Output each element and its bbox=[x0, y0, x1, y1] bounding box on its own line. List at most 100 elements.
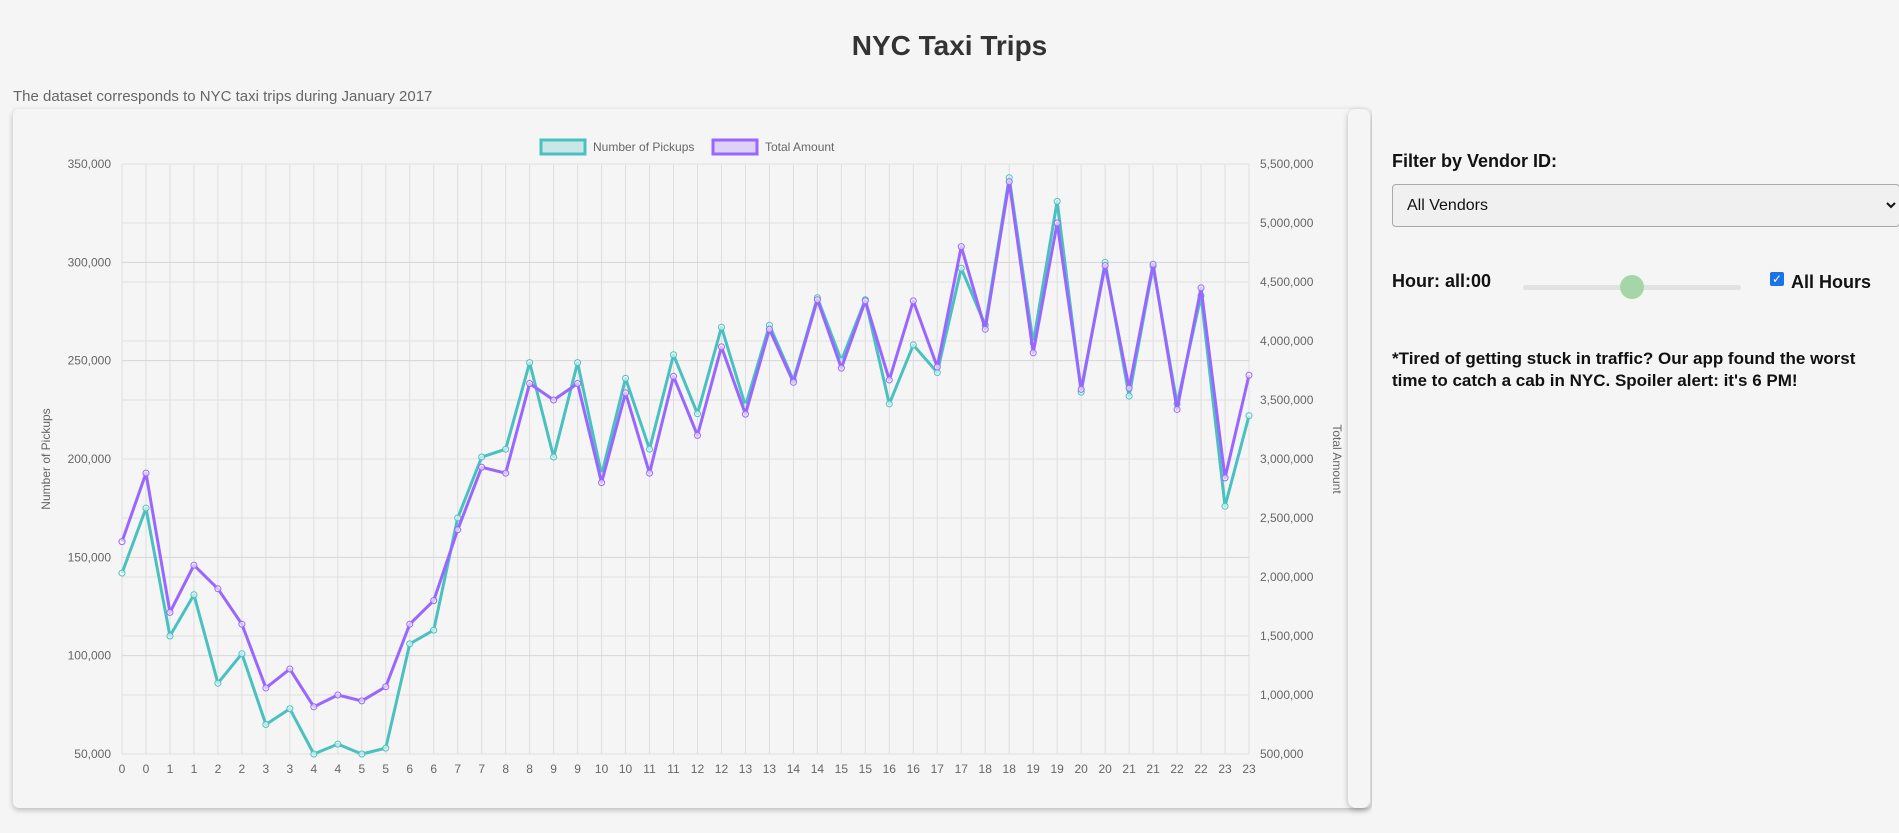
data-point bbox=[885, 400, 893, 408]
x-tick-label: 19 bbox=[1027, 762, 1041, 776]
x-tick-label: 15 bbox=[835, 762, 849, 776]
x-tick-label: 11 bbox=[667, 762, 680, 776]
y2-tick-label: 5,500,000 bbox=[1260, 157, 1314, 171]
traffic-note: *Tired of getting stuck in traffic? Our … bbox=[1392, 349, 1856, 390]
y2-axis-title: Total Amount bbox=[1330, 424, 1344, 494]
data-point bbox=[118, 538, 126, 546]
data-point bbox=[933, 363, 941, 371]
x-tick-label: 12 bbox=[691, 762, 705, 776]
data-point bbox=[262, 721, 270, 728]
data-point bbox=[382, 683, 390, 691]
x-tick-label: 14 bbox=[787, 762, 801, 776]
legend-swatch bbox=[711, 138, 759, 156]
y2-tick-label: 2,500,000 bbox=[1260, 511, 1314, 525]
x-tick-label: 22 bbox=[1170, 762, 1184, 776]
data-point bbox=[1101, 261, 1109, 269]
data-point bbox=[693, 431, 701, 439]
x-tick-label: 6 bbox=[430, 762, 437, 776]
y2-tick-label: 5,000,000 bbox=[1260, 216, 1314, 230]
x-tick-label: 20 bbox=[1074, 762, 1088, 776]
x-tick-label: 15 bbox=[859, 762, 873, 776]
data-point bbox=[1125, 384, 1133, 392]
vendor-filter-label: Filter by Vendor ID: bbox=[1392, 151, 1558, 171]
x-tick-label: 23 bbox=[1218, 762, 1232, 776]
data-point bbox=[454, 514, 462, 522]
data-point bbox=[166, 632, 174, 640]
data-point bbox=[382, 744, 390, 752]
y2-tick-label: 4,500,000 bbox=[1260, 275, 1314, 289]
data-point bbox=[358, 697, 366, 705]
data-point bbox=[574, 379, 582, 387]
y2-tick-label: 1,500,000 bbox=[1260, 629, 1314, 643]
data-point bbox=[1053, 197, 1061, 205]
data-point bbox=[598, 479, 606, 487]
x-tick-label: 13 bbox=[763, 762, 777, 776]
data-point bbox=[406, 620, 414, 628]
x-tick-label: 17 bbox=[931, 762, 945, 776]
data-point bbox=[574, 359, 582, 367]
data-point bbox=[1221, 474, 1229, 482]
vendor-select[interactable]: All Vendors bbox=[1392, 184, 1899, 227]
data-point bbox=[646, 469, 654, 477]
data-point bbox=[526, 359, 534, 367]
hour-slider-thumb[interactable] bbox=[1620, 275, 1644, 299]
data-point bbox=[813, 296, 821, 304]
data-point bbox=[909, 297, 917, 305]
x-tick-label: 19 bbox=[1050, 762, 1064, 776]
x-tick-label: 11 bbox=[643, 762, 656, 776]
y2-tick-label: 3,500,000 bbox=[1260, 393, 1314, 407]
data-point bbox=[190, 561, 198, 569]
data-point bbox=[430, 626, 438, 634]
page-subtitle: The dataset corresponds to NYC taxi trip… bbox=[13, 88, 433, 105]
x-tick-label: 7 bbox=[454, 762, 461, 776]
data-point bbox=[286, 705, 294, 713]
data-point bbox=[622, 374, 630, 382]
all-hours-label: All Hours bbox=[1791, 272, 1872, 292]
data-point bbox=[262, 684, 270, 692]
x-tick-label: 2 bbox=[239, 762, 246, 776]
line-chart: 50,000 100,000 150,000 200,000 250,000 300,00… bbox=[39, 138, 1344, 776]
x-tick-label: 20 bbox=[1098, 762, 1112, 776]
page-title: NYC Taxi Trips bbox=[851, 30, 1048, 61]
y-tick-label: 200,000 bbox=[68, 452, 112, 466]
x-tick-label: 21 bbox=[1122, 762, 1136, 776]
y2-tick-label: 500,000 bbox=[1260, 747, 1304, 761]
y-tick-label: 150,000 bbox=[68, 550, 112, 564]
data-point bbox=[1245, 412, 1253, 420]
y2-tick-label: 2,000,000 bbox=[1260, 570, 1314, 584]
data-point bbox=[1077, 385, 1085, 393]
x-tick-label: 9 bbox=[574, 762, 581, 776]
data-point bbox=[837, 364, 845, 372]
x-tick-label: 0 bbox=[119, 762, 126, 776]
x-tick-label: 13 bbox=[739, 762, 753, 776]
data-point bbox=[286, 665, 294, 673]
data-point bbox=[406, 640, 414, 648]
data-point bbox=[789, 378, 797, 386]
data-point bbox=[502, 445, 510, 453]
data-point bbox=[909, 341, 917, 349]
data-point bbox=[502, 469, 510, 477]
data-point bbox=[358, 750, 366, 758]
data-point bbox=[861, 297, 869, 305]
data-point bbox=[238, 620, 246, 628]
x-tick-label: 17 bbox=[955, 762, 969, 776]
x-tick-label: 4 bbox=[334, 762, 341, 776]
data-point bbox=[957, 264, 965, 272]
x-tick-label: 8 bbox=[526, 762, 533, 776]
panel-splitter[interactable] bbox=[1348, 109, 1370, 808]
x-tick-label: 21 bbox=[1146, 762, 1160, 776]
y-tick-label: 250,000 bbox=[68, 354, 112, 368]
data-point bbox=[214, 585, 222, 593]
y2-tick-label: 1,000,000 bbox=[1260, 688, 1314, 702]
all-hours-checkbox[interactable]: ✓ bbox=[1770, 272, 1784, 286]
y-axis-title: Number of Pickups bbox=[39, 408, 53, 509]
data-point bbox=[1221, 502, 1229, 510]
data-point bbox=[1125, 392, 1133, 400]
legend-swatch bbox=[539, 138, 587, 156]
data-point bbox=[765, 325, 773, 333]
data-point bbox=[142, 469, 150, 477]
x-tick-label: 18 bbox=[979, 762, 993, 776]
x-tick-label: 22 bbox=[1194, 762, 1208, 776]
data-point bbox=[981, 325, 989, 333]
x-tick-label: 5 bbox=[358, 762, 365, 776]
